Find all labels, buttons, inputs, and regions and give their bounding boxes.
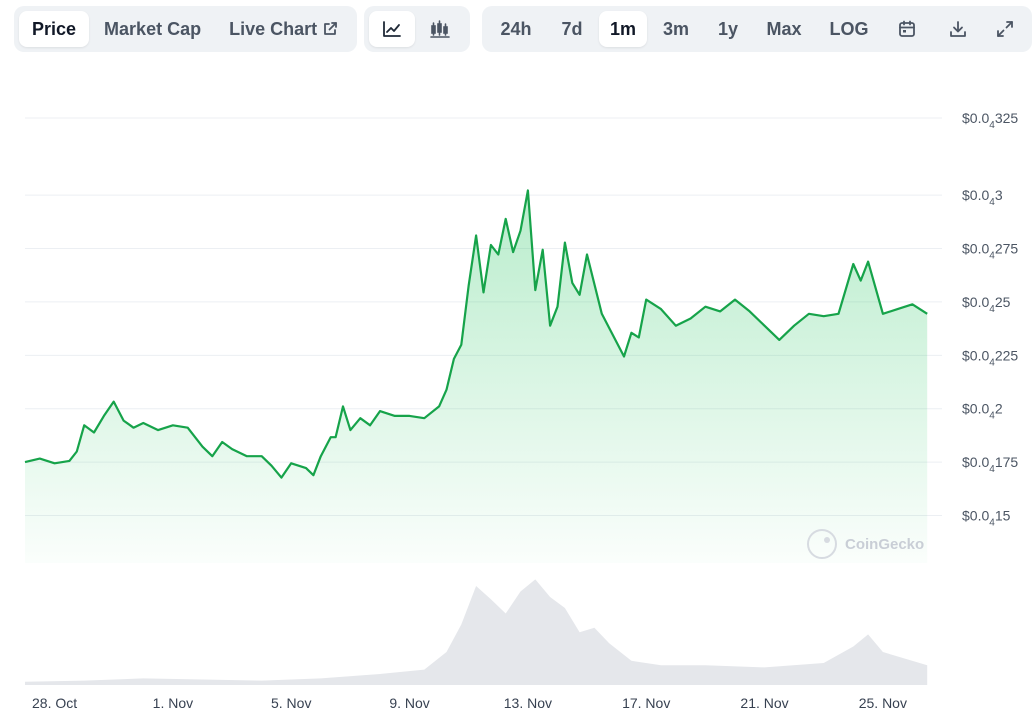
- y-tick-prefix: $0.0: [962, 454, 989, 470]
- y-tick-digits: 275: [995, 241, 1019, 257]
- range-1y[interactable]: 1y: [717, 18, 739, 39]
- y-tick-zero-count: 4: [989, 197, 995, 208]
- y-tick-prefix: $0.0: [962, 401, 989, 417]
- y-tick-zero-count: 4: [989, 518, 995, 529]
- y-tick-digits: 3: [995, 187, 1003, 203]
- y-tick-label: $0.04325: [962, 110, 1018, 131]
- chart-toolbar: Price Market Cap Live Chart: [0, 0, 1033, 58]
- y-axis-labels: $0.04325$0.043$0.04275$0.0425$0.04225$0.…: [962, 110, 1018, 529]
- y-tick-prefix: $0.0: [962, 187, 989, 203]
- y-tick-digits: 325: [995, 110, 1019, 126]
- y-tick-zero-count: 4: [989, 464, 995, 475]
- y-tick-digits: 15: [995, 508, 1011, 524]
- fullscreen-button[interactable]: [983, 11, 1027, 47]
- y-tick-label: $0.04275: [962, 241, 1018, 262]
- range-7d[interactable]: 7d: [561, 18, 583, 39]
- y-tick-zero-count: 4: [989, 357, 995, 368]
- y-tick-label: $0.0415: [962, 508, 1011, 529]
- y-tick-prefix: $0.0: [962, 508, 989, 524]
- range-max[interactable]: Max: [766, 18, 802, 39]
- external-link-icon: [322, 21, 338, 37]
- y-tick-digits: 225: [995, 347, 1019, 363]
- price-area-fill: [25, 190, 928, 563]
- tab-price[interactable]: Price: [19, 11, 90, 47]
- price-line-layer: [24, 189, 928, 479]
- x-tick-label: 25. Nov: [859, 695, 907, 711]
- x-tick-label: 9. Nov: [389, 695, 429, 711]
- x-tick-label: 21. Nov: [740, 695, 788, 711]
- volume-area-layer: [25, 579, 928, 685]
- y-tick-zero-count: 4: [989, 251, 995, 262]
- tab-live-chart[interactable]: Live Chart: [216, 11, 351, 47]
- y-tick-label: $0.042: [962, 401, 1003, 422]
- tab-market-cap[interactable]: Market Cap: [104, 18, 202, 39]
- y-tick-label: $0.043: [962, 187, 1003, 208]
- candlestick-button[interactable]: [417, 11, 463, 47]
- chart-style-group: [364, 6, 470, 52]
- y-tick-digits: 175: [995, 454, 1019, 470]
- x-tick-label: 13. Nov: [504, 695, 552, 711]
- fullscreen-icon: [996, 20, 1014, 38]
- y-tick-label: $0.04225: [962, 347, 1018, 368]
- y-tick-prefix: $0.0: [962, 241, 989, 257]
- volume-area: [25, 579, 928, 685]
- download-button[interactable]: [933, 11, 983, 47]
- y-tick-zero-count: 4: [989, 120, 995, 131]
- log-scale-toggle[interactable]: LOG: [829, 18, 869, 39]
- x-tick-label: 28. Oct: [32, 695, 77, 711]
- y-tick-digits: 2: [995, 401, 1003, 417]
- calendar-button[interactable]: [881, 11, 933, 47]
- y-tick-prefix: $0.0: [962, 110, 989, 126]
- price-area-layer: [25, 190, 928, 563]
- view-tab-group: Price Market Cap Live Chart: [14, 6, 357, 52]
- coingecko-watermark: CoinGecko: [807, 529, 924, 559]
- y-tick-prefix: $0.0: [962, 347, 989, 363]
- price-line: [24, 189, 928, 479]
- calendar-icon: [898, 20, 916, 38]
- y-tick-digits: 25: [995, 294, 1011, 310]
- range-3m[interactable]: 3m: [662, 18, 689, 39]
- watermark-text: CoinGecko: [845, 536, 924, 553]
- x-axis-labels: 28. Oct 1. Nov 5. Nov 9. Nov 13. Nov 17. Nov 2…: [32, 695, 907, 711]
- coingecko-logo-icon: [807, 529, 837, 559]
- y-tick-prefix: $0.0: [962, 294, 989, 310]
- line-chart-button[interactable]: [369, 11, 415, 47]
- range-group: 24h 7d 1m 3m 1y Max LOG: [482, 6, 1032, 52]
- y-tick-zero-count: 4: [989, 304, 995, 315]
- range-24h[interactable]: 24h: [500, 18, 532, 39]
- download-icon: [949, 20, 967, 38]
- range-1m[interactable]: 1m: [599, 11, 647, 47]
- candlestick-icon: [429, 20, 451, 38]
- line-chart-icon: [382, 20, 402, 38]
- y-tick-label: $0.04175: [962, 454, 1018, 475]
- x-tick-label: 1. Nov: [153, 695, 193, 711]
- y-tick-label: $0.0425: [962, 294, 1011, 315]
- coingecko-logo-eye: [824, 537, 830, 543]
- x-tick-label: 17. Nov: [622, 695, 670, 711]
- x-tick-label: 5. Nov: [271, 695, 311, 711]
- price-chart: $0.04325$0.043$0.04275$0.0425$0.04225$0.…: [24, 110, 1018, 711]
- y-tick-zero-count: 4: [989, 411, 995, 422]
